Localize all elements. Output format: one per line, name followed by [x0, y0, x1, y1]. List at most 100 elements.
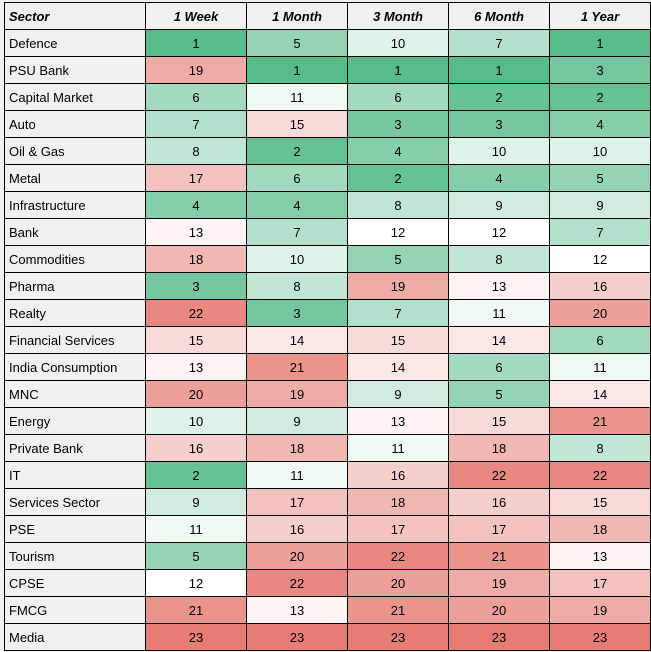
- heatmap-cell: 21: [145, 596, 247, 624]
- sector-label: Auto: [4, 110, 146, 138]
- heatmap-cell: 13: [347, 407, 449, 435]
- sector-label: PSU Bank: [4, 56, 146, 84]
- heatmap-cell: 4: [347, 137, 449, 165]
- table-row: Tourism 5 20 22 21 13: [4, 542, 651, 570]
- heatmap-cell: 4: [145, 191, 247, 219]
- heatmap-cell: 20: [246, 542, 348, 570]
- heatmap-cell: 10: [347, 29, 449, 57]
- table-row: PSE 11 16 17 17 18: [4, 515, 651, 543]
- table-row: Services Sector 9 17 18 16 15: [4, 488, 651, 516]
- sector-label: Tourism: [4, 542, 146, 570]
- header-1-week: 1 Week: [145, 2, 247, 30]
- heatmap-cell: 1: [246, 56, 348, 84]
- heatmap-cell: 5: [145, 542, 247, 570]
- heatmap-cell: 9: [347, 380, 449, 408]
- heatmap-cell: 7: [549, 218, 651, 246]
- heatmap-cell: 22: [347, 542, 449, 570]
- heatmap-cell: 20: [448, 596, 550, 624]
- heatmap-cell: 23: [145, 623, 247, 651]
- heatmap-cell: 1: [145, 29, 247, 57]
- sector-label: Realty: [4, 299, 146, 327]
- heatmap-cell: 23: [347, 623, 449, 651]
- heatmap-cell: 19: [246, 380, 348, 408]
- heatmap-cell: 10: [246, 245, 348, 273]
- heatmap-cell: 22: [246, 569, 348, 597]
- table-row: Infrastructure 4 4 8 9 9: [4, 191, 651, 219]
- heatmap-cell: 11: [347, 434, 449, 462]
- header-3-month: 3 Month: [347, 2, 449, 30]
- heatmap-cell: 17: [145, 164, 247, 192]
- heatmap-cell: 11: [145, 515, 247, 543]
- header-1-month: 1 Month: [246, 2, 348, 30]
- heatmap-cell: 22: [448, 461, 550, 489]
- table-row: FMCG 21 13 21 20 19: [4, 596, 651, 624]
- heatmap-cell: 8: [145, 137, 247, 165]
- table-row: MNC 20 19 9 5 14: [4, 380, 651, 408]
- heatmap-cell: 19: [448, 569, 550, 597]
- heatmap-cell: 17: [549, 569, 651, 597]
- table-row: Energy 10 9 13 15 21: [4, 407, 651, 435]
- sector-label: Defence: [4, 29, 146, 57]
- sector-label: PSE: [4, 515, 146, 543]
- heatmap-cell: 12: [347, 218, 449, 246]
- sector-label: Financial Services: [4, 326, 146, 354]
- heatmap-cell: 1: [448, 56, 550, 84]
- table-row: Capital Market 6 11 6 2 2: [4, 83, 651, 111]
- heatmap-cell: 12: [549, 245, 651, 273]
- heatmap-cell: 13: [145, 353, 247, 381]
- sector-label: India Consumption: [4, 353, 146, 381]
- header-sector: Sector: [4, 2, 146, 30]
- heatmap-cell: 5: [549, 164, 651, 192]
- heatmap-cell: 22: [145, 299, 247, 327]
- heatmap-cell: 9: [246, 407, 348, 435]
- heatmap-cell: 16: [246, 515, 348, 543]
- heatmap-cell: 3: [145, 272, 247, 300]
- heatmap-cell: 11: [448, 299, 550, 327]
- heatmap-cell: 3: [549, 56, 651, 84]
- heatmap-cell: 5: [347, 245, 449, 273]
- heatmap-cell: 21: [549, 407, 651, 435]
- table-row: Oil & Gas 8 2 4 10 10: [4, 137, 651, 165]
- heatmap-cell: 16: [145, 434, 247, 462]
- sector-label: Bank: [4, 218, 146, 246]
- header-6-month: 6 Month: [448, 2, 550, 30]
- sector-label: FMCG: [4, 596, 146, 624]
- heatmap-cell: 10: [145, 407, 247, 435]
- table-row: India Consumption 13 21 14 6 11: [4, 353, 651, 381]
- table-row: Commodities 18 10 5 8 12: [4, 245, 651, 273]
- heatmap-cell: 13: [448, 272, 550, 300]
- heatmap-cell: 4: [549, 110, 651, 138]
- heatmap-cell: 6: [246, 164, 348, 192]
- heatmap-cell: 10: [448, 137, 550, 165]
- heatmap-cell: 8: [347, 191, 449, 219]
- heatmap-cell: 7: [145, 110, 247, 138]
- heatmap-cell: 21: [347, 596, 449, 624]
- heatmap-cell: 16: [347, 461, 449, 489]
- heatmap-cell: 18: [448, 434, 550, 462]
- heatmap-cell: 1: [549, 29, 651, 57]
- heatmap-cell: 6: [347, 83, 449, 111]
- table-row: Media 23 23 23 23 23: [4, 623, 651, 651]
- heatmap-cell: 10: [549, 137, 651, 165]
- heatmap-cell: 7: [347, 299, 449, 327]
- heatmap-cell: 21: [246, 353, 348, 381]
- heatmap-cell: 14: [549, 380, 651, 408]
- heatmap-cell: 9: [549, 191, 651, 219]
- heatmap-cell: 11: [246, 461, 348, 489]
- heatmap-cell: 15: [347, 326, 449, 354]
- sector-label: Energy: [4, 407, 146, 435]
- heatmap-cell: 2: [347, 164, 449, 192]
- heatmap-cell: 13: [246, 596, 348, 624]
- sector-label: CPSE: [4, 569, 146, 597]
- header-row: Sector 1 Week 1 Month 3 Month 6 Month 1 …: [4, 2, 651, 30]
- heatmap-cell: 18: [145, 245, 247, 273]
- heatmap-cell: 17: [347, 515, 449, 543]
- heatmap-cell: 3: [448, 110, 550, 138]
- table-row: IT 2 11 16 22 22: [4, 461, 651, 489]
- heatmap-cell: 5: [246, 29, 348, 57]
- heatmap-cell: 20: [145, 380, 247, 408]
- heatmap-cell: 11: [246, 83, 348, 111]
- heatmap-cell: 19: [549, 596, 651, 624]
- heatmap-cell: 20: [347, 569, 449, 597]
- heatmap-cell: 17: [448, 515, 550, 543]
